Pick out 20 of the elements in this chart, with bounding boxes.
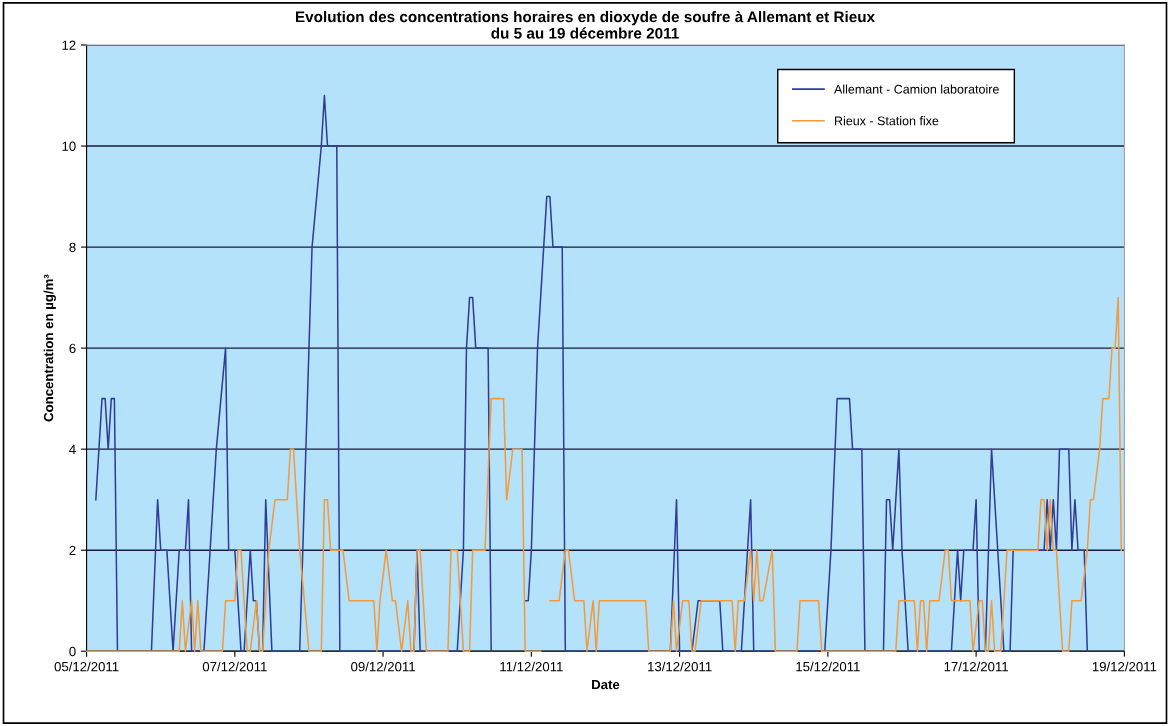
x-axis-title: Date (592, 679, 620, 690)
y-tick-label: 10 (62, 141, 76, 151)
y-tick-label: 4 (69, 444, 76, 454)
y-tick-label: 2 (69, 545, 76, 555)
x-tick-label: 05/12/2011 (54, 661, 119, 672)
y-tick-label: 8 (69, 242, 76, 252)
chart-title: Evolution des concentrations horaires en dioxyde de soufre à Allemant et Rieux du 5 au 19 décembre 2011 (295, 10, 875, 39)
legend-label: Rieux - Station fixe (835, 116, 939, 126)
x-tick-label: 17/12/2011 (944, 661, 1009, 672)
x-tick-label: 15/12/2011 (796, 661, 860, 672)
x-tick-label: 13/12/2011 (648, 661, 712, 672)
x-tick-label: 19/12/2011 (1092, 661, 1157, 672)
legend-label: Allemant - Camion laboratoire (834, 84, 999, 94)
x-tick-label: 09/12/2011 (351, 661, 415, 672)
y-tick-label: 12 (62, 40, 76, 50)
y-tick-label: 0 (69, 646, 76, 657)
x-tick-label: 11/12/2011 (500, 661, 563, 672)
x-tick-label: 07/12/2011 (202, 661, 267, 672)
y-tick-label: 6 (69, 343, 76, 354)
y-axis-title: Concentration en µg/m³ (43, 274, 56, 422)
